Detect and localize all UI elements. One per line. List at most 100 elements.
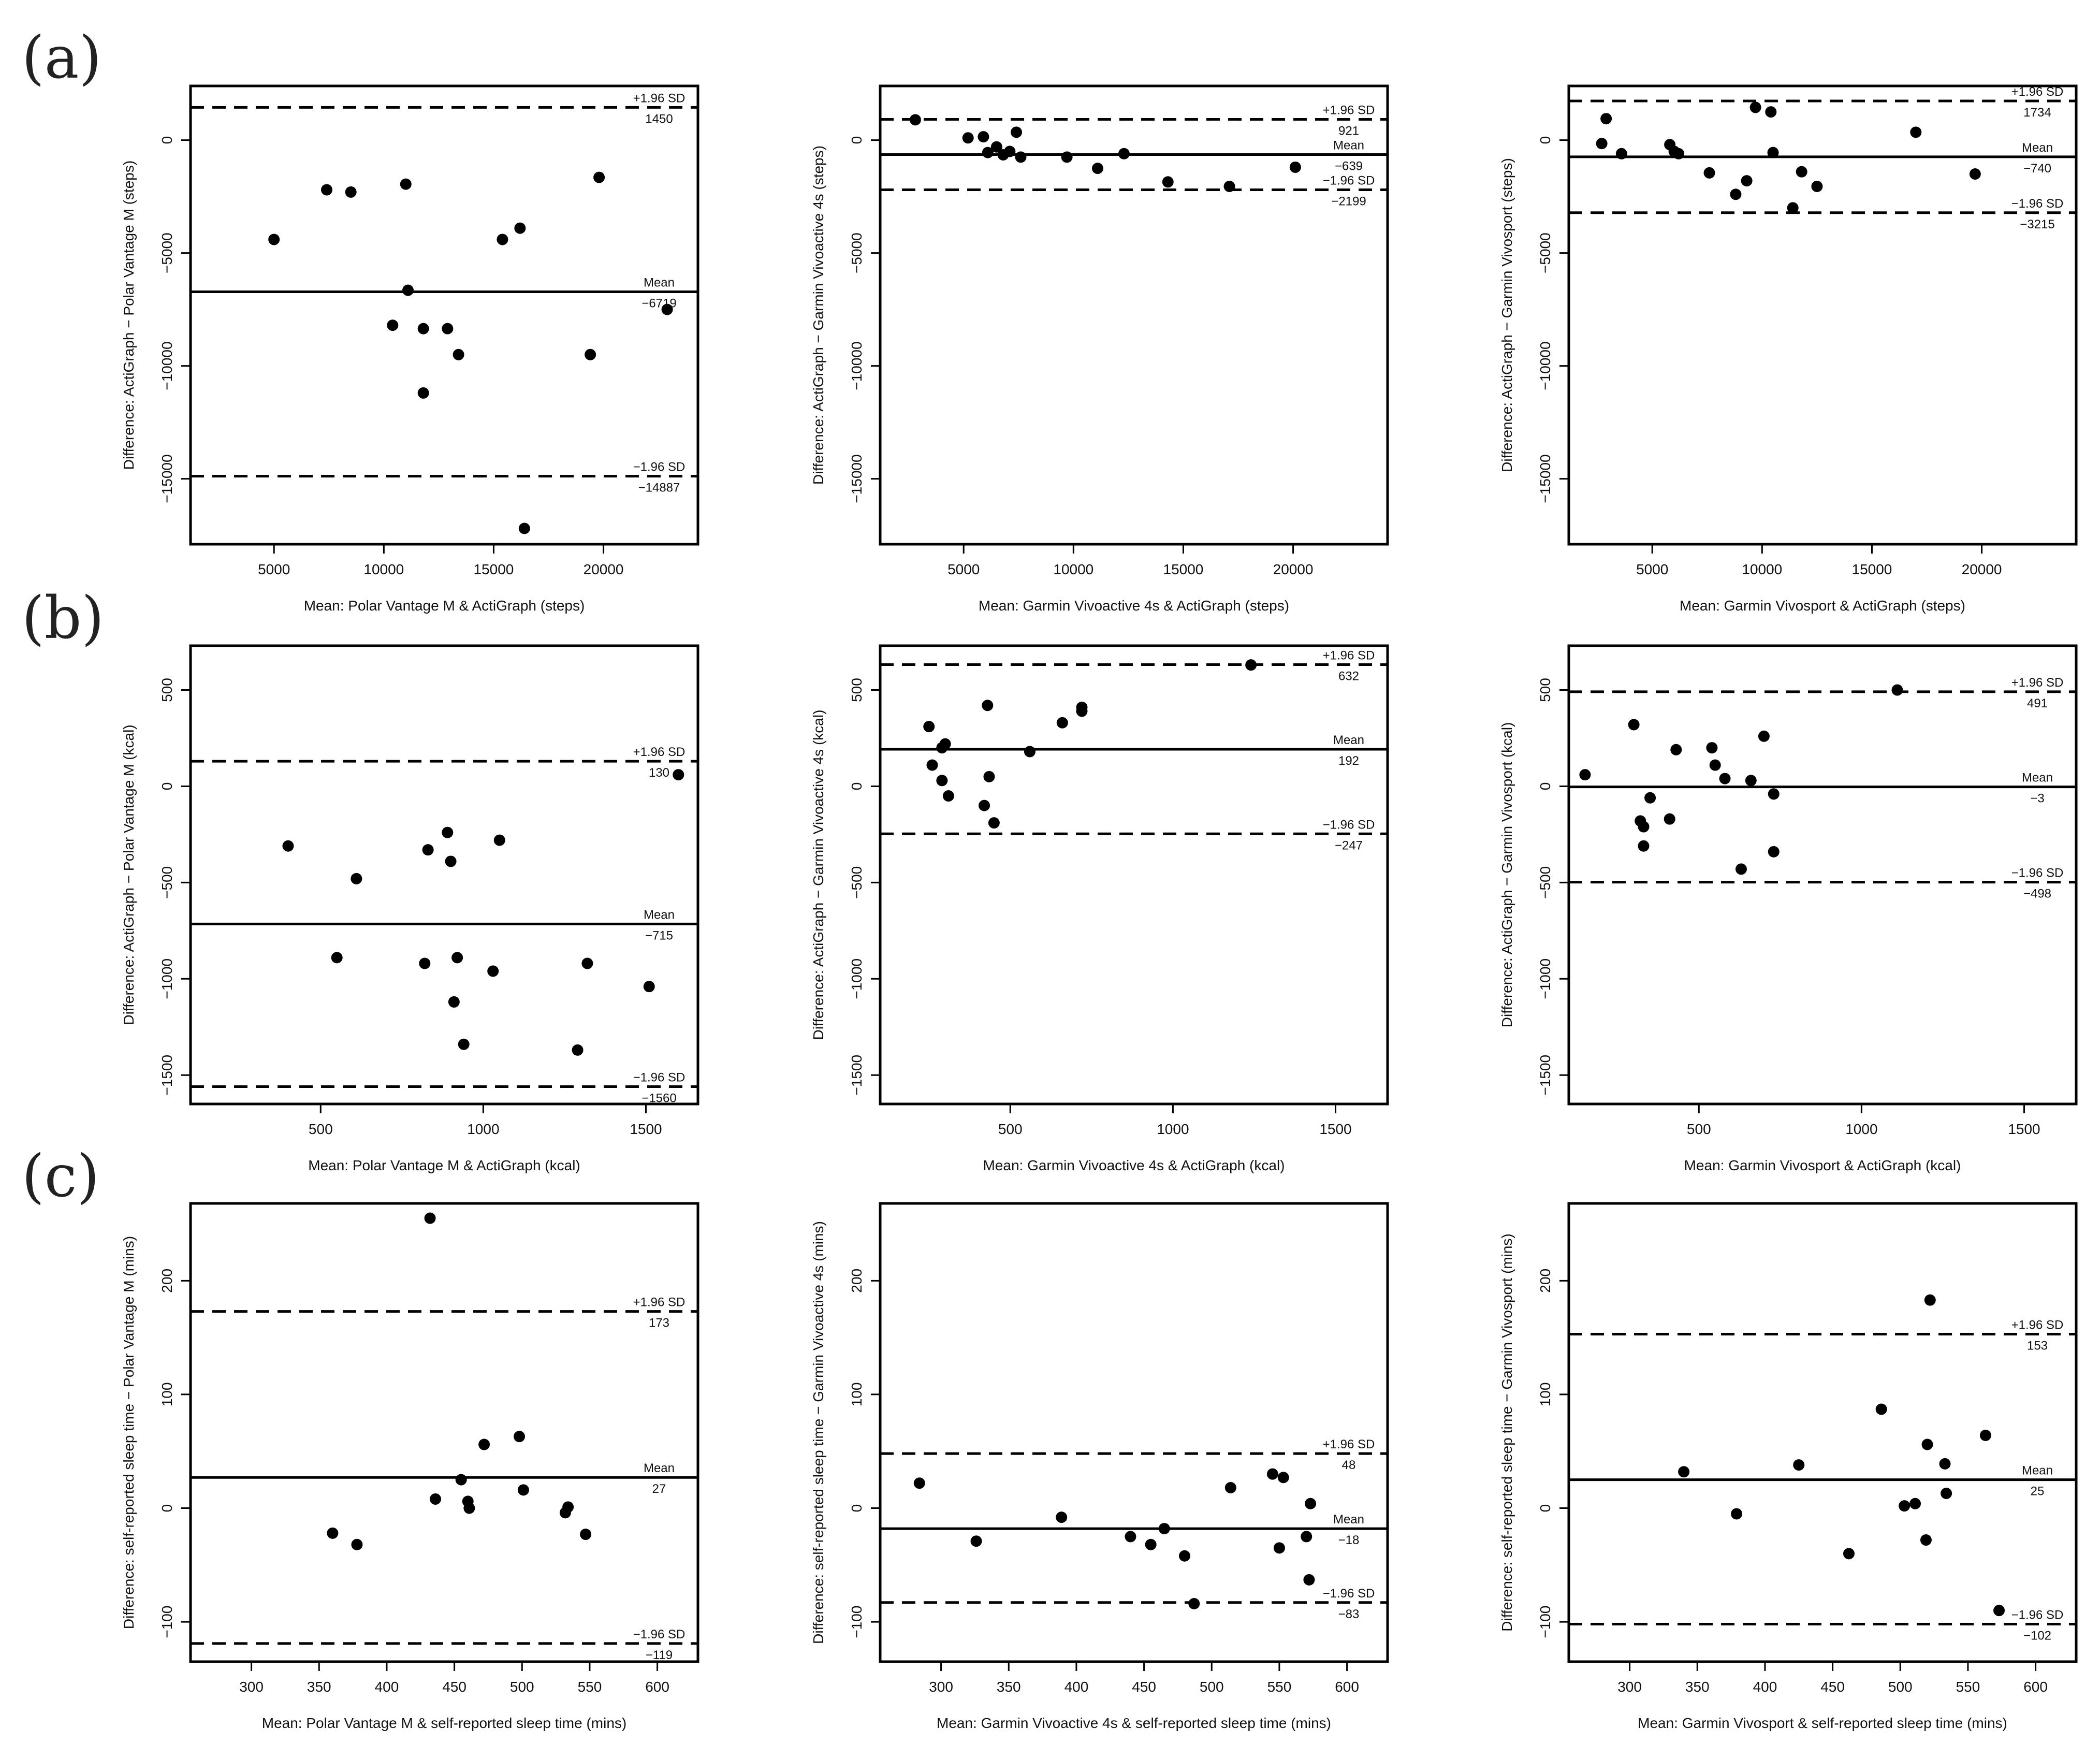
data-point — [673, 769, 684, 781]
data-point — [497, 234, 508, 245]
data-point — [402, 284, 414, 296]
upper-limit-label: +1.96 SD — [1323, 648, 1375, 662]
y-tick-label: −5000 — [1537, 232, 1553, 273]
data-point — [593, 171, 605, 183]
data-point — [913, 1477, 925, 1489]
data-point — [1664, 813, 1675, 825]
data-point — [988, 817, 1000, 829]
x-axis-label: Mean: Garmin Vivosport & ActiGraph (step… — [1680, 598, 1965, 614]
data-point — [518, 522, 530, 534]
lower-limit-value: −3215 — [2020, 217, 2054, 231]
mean-value: −715 — [645, 928, 673, 942]
data-point — [282, 840, 294, 852]
data-point — [909, 114, 921, 126]
mean-label: Mean — [1333, 733, 1364, 747]
data-point — [417, 323, 429, 335]
y-tick-label: −500 — [1537, 866, 1553, 899]
x-tick-label: 20000 — [1273, 561, 1314, 577]
data-point — [458, 1038, 470, 1050]
data-point — [962, 132, 974, 144]
y-tick-label: −500 — [159, 866, 175, 899]
lower-limit-label: −1.96 SD — [2011, 866, 2064, 880]
data-point — [1011, 126, 1023, 138]
data-point — [1223, 181, 1235, 193]
data-point — [1056, 717, 1068, 729]
data-point — [1768, 846, 1780, 858]
y-tick-label: 0 — [849, 136, 865, 144]
x-tick-label: 15000 — [1163, 561, 1204, 577]
x-axis-label: Mean: Polar Vantage M & ActiGraph (kcal) — [308, 1157, 580, 1173]
x-tick-label: 10000 — [1053, 561, 1093, 577]
data-point — [1993, 1605, 2005, 1617]
data-point — [1979, 1429, 1991, 1441]
x-tick-label: 500 — [510, 1679, 534, 1695]
data-point — [1758, 730, 1770, 742]
y-tick-label: 0 — [159, 782, 175, 791]
data-point — [572, 1044, 584, 1056]
data-point — [661, 303, 673, 315]
x-tick-label: 1500 — [1319, 1121, 1351, 1137]
mean-value: 25 — [2031, 1485, 2045, 1499]
x-tick-label: 10000 — [363, 561, 404, 577]
data-point — [1875, 1403, 1887, 1415]
data-point — [1709, 759, 1721, 771]
data-point — [1224, 1482, 1236, 1494]
data-point — [585, 348, 596, 360]
panel-1-1: 500 1000 1500 500 0 −500 −1000 −1500 Mean: Garmi… — [810, 644, 1389, 1173]
data-point — [345, 186, 357, 198]
x-tick-label: 15000 — [474, 561, 514, 577]
data-point — [1706, 742, 1718, 754]
data-point — [580, 1529, 592, 1540]
x-tick-label: 20000 — [584, 561, 624, 577]
lower-limit-label: −1.96 SD — [2011, 197, 2064, 211]
data-point — [1305, 1498, 1317, 1509]
mean-label: Mean — [644, 1461, 675, 1475]
upper-limit-value: 48 — [1342, 1458, 1356, 1472]
data-point — [982, 147, 994, 158]
mean-label: Mean — [1333, 138, 1364, 152]
x-tick-label: 550 — [578, 1679, 602, 1695]
data-point — [1266, 1468, 1278, 1480]
data-point — [463, 1502, 475, 1514]
upper-limit-value: 921 — [1338, 124, 1359, 138]
data-point — [1787, 202, 1799, 214]
mean-label: Mean — [644, 908, 675, 922]
data-point — [422, 844, 434, 856]
upper-limit-label: +1.96 SD — [1323, 1437, 1375, 1451]
data-point — [331, 952, 343, 964]
mean-label: Mean — [1333, 1513, 1364, 1527]
data-point — [1015, 151, 1027, 163]
x-tick-label: 500 — [998, 1121, 1023, 1137]
y-tick-label: 0 — [849, 782, 865, 791]
x-tick-label: 600 — [1335, 1679, 1359, 1695]
upper-limit-value: 1450 — [645, 112, 673, 126]
upper-limit-label: +1.96 SD — [2011, 85, 2064, 99]
data-point — [1793, 1459, 1805, 1471]
x-tick-label: 350 — [997, 1679, 1021, 1695]
y-tick-label: −15000 — [159, 454, 175, 503]
y-tick-label: 200 — [1537, 1269, 1553, 1293]
y-axis-label: Difference: ActiGraph − Polar Vantage M … — [121, 724, 137, 1025]
data-point — [268, 234, 280, 245]
data-point — [351, 873, 362, 884]
data-point — [1303, 1574, 1315, 1586]
data-point — [417, 387, 429, 399]
data-point — [493, 834, 505, 846]
data-point — [1638, 840, 1650, 852]
lower-limit-label: −1.96 SD — [2011, 1608, 2064, 1622]
data-point — [1179, 1550, 1190, 1562]
x-tick-label: 500 — [1888, 1679, 1913, 1695]
x-axis-label: Mean: Polar Vantage M & self-reported sl… — [262, 1715, 626, 1731]
y-tick-label: −1500 — [849, 1055, 865, 1096]
upper-limit-value: 153 — [2027, 1339, 2048, 1353]
data-point — [327, 1527, 339, 1539]
mean-value: −639 — [1335, 159, 1363, 173]
y-tick-label: −10000 — [159, 341, 175, 390]
data-point — [430, 1493, 442, 1505]
y-tick-label: 0 — [1537, 1504, 1553, 1513]
y-tick-label: 100 — [159, 1383, 175, 1407]
y-axis-label: Difference: ActiGraph − Garmin Vivosport… — [1499, 722, 1515, 1028]
x-tick-label: 500 — [309, 1121, 333, 1137]
lower-limit-label: −1.96 SD — [633, 460, 686, 474]
